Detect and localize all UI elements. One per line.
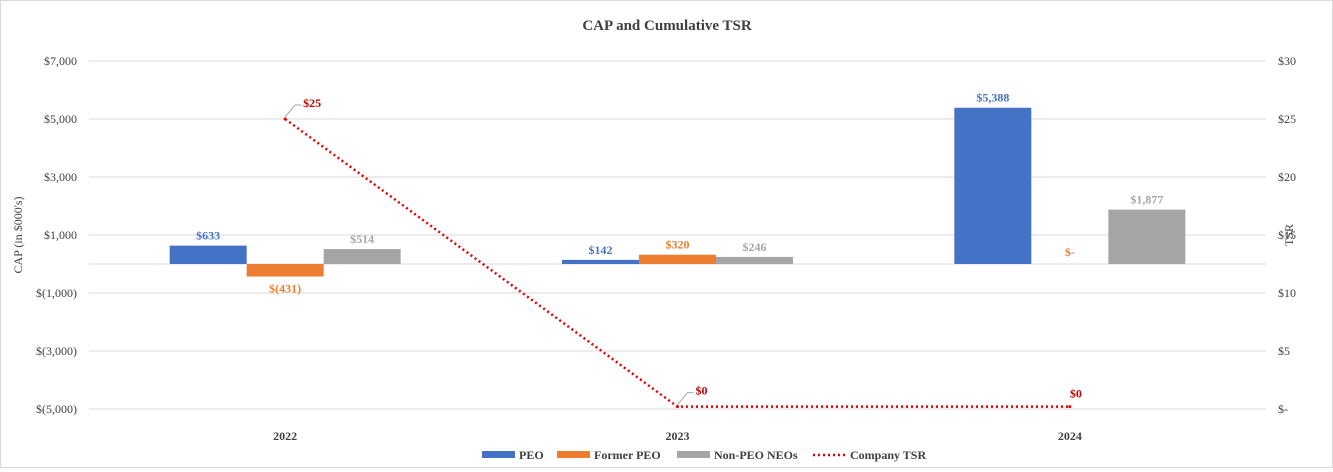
legend-swatch [557, 451, 590, 458]
bar-data-label: $(431) [269, 281, 301, 295]
legend-label: Company TSR [850, 448, 926, 462]
bar-data-label: $246 [743, 240, 767, 254]
legend-swatch [677, 451, 710, 458]
bar-data-label: $514 [350, 232, 374, 246]
legend-swatch [482, 451, 515, 458]
y2-tick-label: $30 [1278, 54, 1296, 68]
y-tick-label: $(3,000) [36, 344, 77, 358]
bar [954, 107, 1032, 264]
bar [1108, 209, 1186, 264]
x-tick-label: 2023 [666, 429, 690, 443]
bar [169, 245, 247, 264]
legend: PEO Former PEO Non-PEO NEOs Company TSR [482, 448, 926, 462]
y2-tick-label: $- [1278, 402, 1288, 416]
y-tick-label: $(5,000) [36, 402, 77, 416]
bar-data-label: $- [1065, 245, 1075, 259]
bar-data-label: $633 [196, 229, 220, 243]
bar [323, 249, 401, 264]
chart-title: CAP and Cumulative TSR [582, 18, 752, 34]
tsr-data-label: $0 [696, 384, 708, 398]
tsr-point [676, 405, 679, 409]
bar [246, 264, 324, 277]
data-labels: $633 $142 $5,388 $(431) $320 $- $514 $246 $1,877… [196, 91, 1163, 406]
y2-tick-label: $15 [1278, 228, 1296, 242]
bar-data-label: $320 [666, 238, 690, 252]
y2-axis-title: TSR [1282, 224, 1296, 246]
axis-ticks: $(5,000) $(3,000) $(1,000) $1,000 $3,000 $5,0… [36, 54, 1296, 443]
y-tick-label: $5,000 [44, 112, 77, 126]
x-tick-label: 2024 [1058, 429, 1082, 443]
y-tick-label: $(1,000) [36, 286, 77, 300]
tsr-leader-line [677, 392, 694, 406]
bar [562, 259, 639, 264]
y-tick-label: $1,000 [44, 228, 77, 242]
tsr-point [1068, 405, 1072, 409]
y2-tick-label: $10 [1278, 286, 1296, 300]
tsr-data-label: $25 [303, 96, 321, 110]
x-tick-label: 2022 [273, 429, 297, 443]
bar-data-label: $142 [589, 243, 613, 257]
bar-data-label: $1,877 [1130, 193, 1163, 207]
tsr-line [283, 117, 1072, 409]
legend-label: PEO [519, 448, 544, 462]
legend-label: Non-PEO NEOs [714, 448, 798, 462]
gridlines [89, 60, 1266, 410]
bars [169, 107, 1186, 277]
tsr-leader-line [284, 104, 302, 118]
tsr-point [283, 117, 287, 121]
y-tick-label: $3,000 [44, 170, 77, 184]
y2-tick-label: $20 [1278, 170, 1296, 184]
bar-data-label: $5,388 [976, 91, 1009, 105]
y-tick-label: $7,000 [44, 54, 77, 68]
bar [716, 256, 793, 264]
y-axis-title: CAP (in $000's) [11, 196, 25, 273]
y2-tick-label: $25 [1278, 112, 1296, 126]
legend-label: Former PEO [594, 448, 661, 462]
bar [639, 254, 716, 264]
tsr-data-label: $0 [1070, 387, 1082, 401]
y2-tick-label: $5 [1278, 344, 1290, 358]
